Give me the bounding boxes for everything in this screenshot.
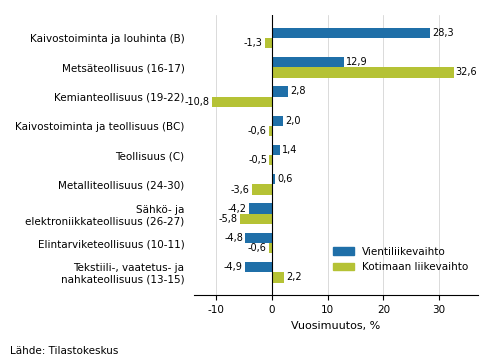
Text: -0,6: -0,6 xyxy=(247,243,266,253)
Bar xyxy=(212,96,272,107)
Bar xyxy=(269,243,272,253)
X-axis label: Vuosimuutos, %: Vuosimuutos, % xyxy=(291,321,381,330)
Text: -0,6: -0,6 xyxy=(247,126,266,136)
Text: -3,6: -3,6 xyxy=(231,185,250,194)
Text: -4,8: -4,8 xyxy=(224,233,243,243)
Text: -5,8: -5,8 xyxy=(218,214,238,224)
Text: -10,8: -10,8 xyxy=(185,97,210,107)
Bar xyxy=(272,28,429,38)
Text: -4,2: -4,2 xyxy=(227,204,246,213)
Bar xyxy=(240,214,272,224)
Bar xyxy=(248,203,272,214)
Text: -4,9: -4,9 xyxy=(224,262,243,272)
Text: 0,6: 0,6 xyxy=(278,174,293,184)
Bar xyxy=(272,116,283,126)
Bar xyxy=(272,57,344,67)
Text: -0,5: -0,5 xyxy=(248,155,267,165)
Bar xyxy=(272,86,287,96)
Bar xyxy=(265,38,272,48)
Text: 2,0: 2,0 xyxy=(285,116,301,126)
Bar xyxy=(272,272,284,283)
Text: Lähde: Tilastokeskus: Lähde: Tilastokeskus xyxy=(10,346,118,356)
Text: 32,6: 32,6 xyxy=(456,67,477,77)
Text: 2,2: 2,2 xyxy=(286,273,302,283)
Bar xyxy=(252,184,272,195)
Bar xyxy=(272,174,276,184)
Text: 2,8: 2,8 xyxy=(290,86,305,96)
Text: 1,4: 1,4 xyxy=(282,145,297,155)
Bar xyxy=(269,126,272,136)
Bar xyxy=(272,145,280,155)
Text: 12,9: 12,9 xyxy=(346,57,368,67)
Bar xyxy=(245,262,272,272)
Text: -1,3: -1,3 xyxy=(244,38,263,48)
Bar xyxy=(269,155,272,165)
Legend: Vientiliikevaihto, Kotimaan liikevaihto: Vientiliikevaihto, Kotimaan liikevaihto xyxy=(329,243,473,276)
Bar xyxy=(272,67,454,77)
Bar xyxy=(246,233,272,243)
Text: 28,3: 28,3 xyxy=(432,28,454,38)
